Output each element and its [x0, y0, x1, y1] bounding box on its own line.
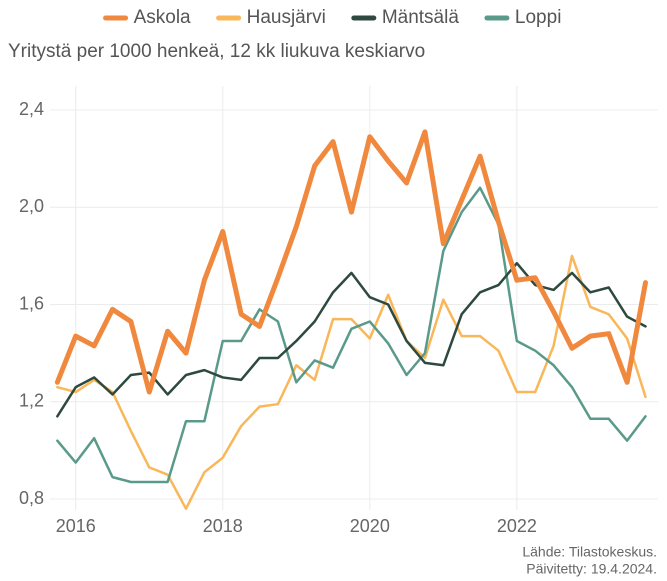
- legend-label: Hausjärvi: [247, 7, 326, 28]
- series-line: [56, 261, 647, 418]
- y-tick-label: 1,2: [19, 391, 44, 411]
- y-tick-label: 1,6: [19, 293, 44, 313]
- legend-label: Loppi: [515, 7, 562, 28]
- series-line: [54, 129, 649, 395]
- series-line: [56, 186, 647, 484]
- y-tick-label: 0,8: [19, 488, 44, 508]
- x-tick-label: 2022: [497, 516, 537, 536]
- source-note: Lähde: Tilastokeskus.: [522, 544, 657, 560]
- chart-subtitle: Yritystä per 1000 henkeä, 12 kk liukuva …: [8, 41, 425, 62]
- x-tick-label: 2016: [56, 516, 96, 536]
- y-tick-label: 2,4: [19, 99, 44, 119]
- y-tick-label: 2,0: [19, 196, 44, 216]
- x-tick-label: 2018: [203, 516, 243, 536]
- x-tick-label: 2020: [350, 516, 390, 536]
- legend-label: Mäntsälä: [382, 7, 460, 28]
- update-note: Päivitetty: 19.4.2024.: [526, 561, 657, 577]
- legend-label: Askola: [134, 7, 191, 28]
